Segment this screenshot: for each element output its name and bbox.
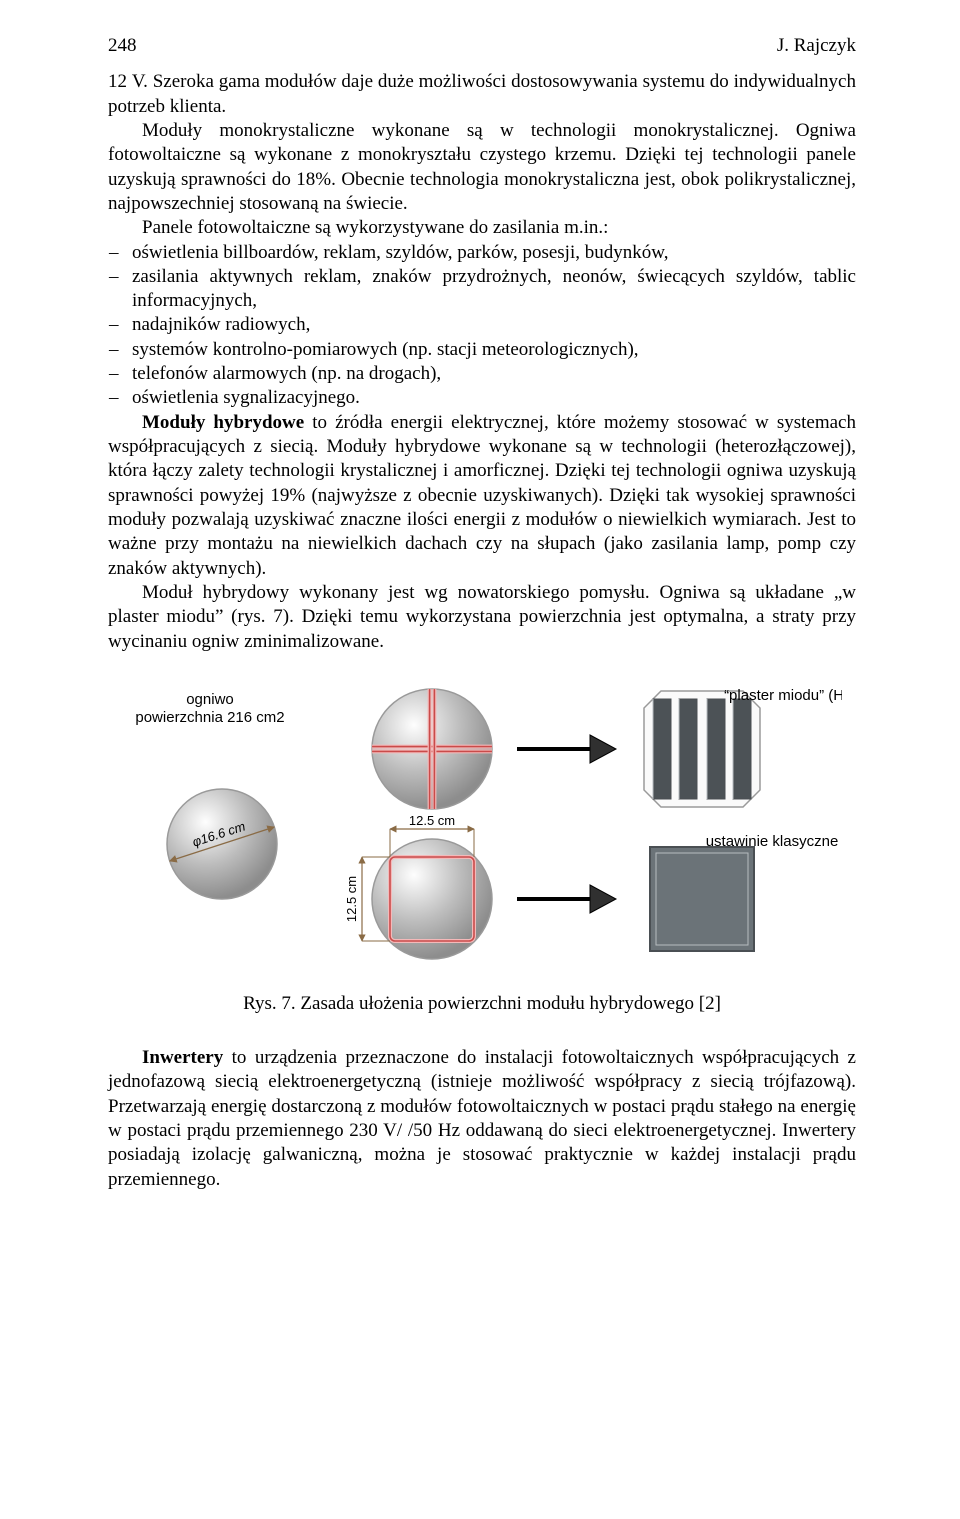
list-item: oświetlenia billboardów, reklam, szyldów… — [108, 241, 856, 265]
paragraph: Moduły monokrystaliczne wykonane są w te… — [108, 119, 856, 216]
figure: ogniwopowierzchnia 216 cm2φ16.6 cm12.5 c… — [122, 674, 842, 974]
page: 248 J. Rajczyk 12 V. Szeroka gama modułó… — [0, 0, 960, 1242]
list-item: oświetlenia sygnalizacyjnego. — [108, 386, 856, 410]
svg-text:powierzchnia 216 cm2: powierzchnia 216 cm2 — [135, 709, 284, 726]
paragraph: Moduły hybrydowe to źródła energii elekt… — [108, 411, 856, 581]
paragraph: Panele fotowoltaiczne są wykorzystywane … — [108, 216, 856, 240]
bold-term: Inwertery — [142, 1047, 223, 1068]
paragraph: Inwertery to urządzenia przeznaczone do … — [108, 1046, 856, 1192]
svg-text:12.5 cm: 12.5 cm — [344, 876, 359, 922]
list-item: systemów kontrolno-pomiarowych (np. stac… — [108, 338, 856, 362]
paragraph: 12 V. Szeroka gama modułów daje duże moż… — [108, 70, 856, 119]
bold-term: Moduły hybrydowe — [142, 412, 304, 433]
figure-diagram: ogniwopowierzchnia 216 cm2φ16.6 cm12.5 c… — [122, 674, 842, 974]
list-item: telefonów alarmowych (np. na drogach), — [108, 362, 856, 386]
paragraph: Moduł hybrydowy wykonany jest wg nowator… — [108, 581, 856, 654]
paragraph-text: to urządzenia przeznaczone do instalacji… — [108, 1047, 856, 1190]
svg-text:12.5 cm: 12.5 cm — [409, 813, 455, 828]
list-item: zasilania aktywnych reklam, znaków przyd… — [108, 265, 856, 314]
bullet-list: oświetlenia billboardów, reklam, szyldów… — [108, 241, 856, 411]
figure-caption: Rys. 7. Zasada ułożenia powierzchni modu… — [108, 992, 856, 1016]
svg-text:ogniwo: ogniwo — [186, 691, 234, 708]
page-header: 248 J. Rajczyk — [108, 34, 856, 58]
list-item: nadajników radiowych, — [108, 313, 856, 337]
svg-text:“plaster miodu” (HD): “plaster miodu” (HD) — [724, 687, 842, 704]
author-header: J. Rajczyk — [777, 34, 856, 58]
paragraph-text: to źródła energii elektrycznej, które mo… — [108, 412, 856, 579]
svg-text:ustawinie klasyczne: ustawinie klasyczne — [706, 833, 839, 850]
page-number: 248 — [108, 34, 137, 58]
